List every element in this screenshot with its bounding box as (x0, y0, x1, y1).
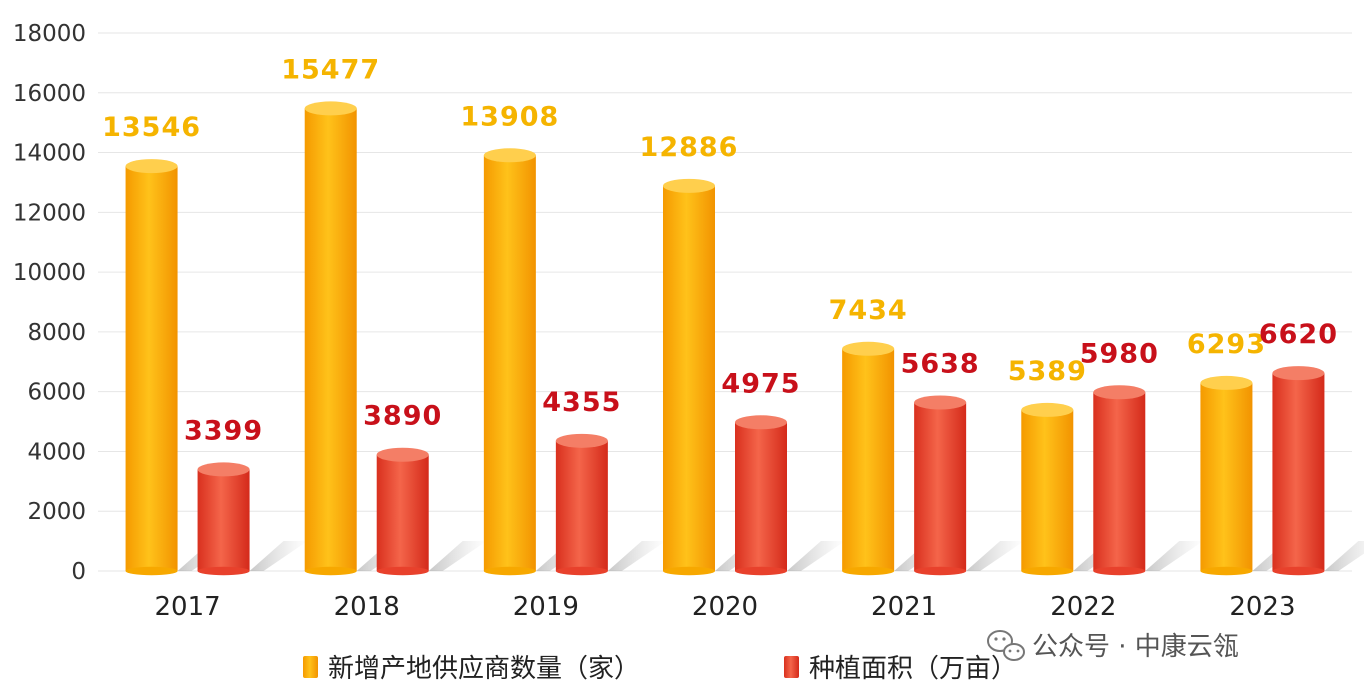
bar-series-2 (376, 454, 429, 571)
bar-series-1 (842, 348, 895, 571)
bar-cap (1093, 385, 1146, 400)
legend-item-series-1: 新增产地供应商数量（家） (303, 654, 640, 684)
data-label-series-2: 5638 (901, 348, 980, 379)
bar-base (663, 566, 715, 576)
bar-base (914, 566, 967, 576)
bar-base (483, 566, 536, 576)
bar-shadow (1324, 541, 1364, 571)
data-label-series-2: 3399 (184, 415, 263, 446)
data-label-series-2: 5980 (1080, 338, 1159, 369)
data-label-series-2: 6620 (1259, 319, 1338, 350)
watermark: 公众号 · 中康云瓴 (987, 630, 1239, 662)
bar-cap (1021, 402, 1074, 417)
data-labels: 13546 3399 15477 3890 13908 4355 12886 4975 7434… (102, 54, 1338, 446)
x-axis: 2017 2018 2019 2020 2021 2022 2023 (154, 592, 1295, 622)
y-tick-label: 6000 (27, 380, 86, 406)
bar-cap (197, 462, 250, 477)
data-label-series-1: 6293 (1187, 329, 1266, 360)
bars (125, 101, 1325, 576)
y-tick-label: 2000 (27, 499, 86, 525)
bar-cap (1272, 366, 1325, 381)
data-label-series-1: 15477 (281, 54, 380, 85)
bar-series-1 (483, 155, 536, 571)
bar-base (842, 566, 895, 576)
bar-series-1 (663, 185, 715, 571)
data-label-series-2: 4975 (721, 368, 800, 399)
x-tick-label: 2023 (1229, 592, 1295, 622)
bar-base (735, 566, 787, 576)
bar-cap (483, 148, 536, 163)
bar-base (125, 566, 178, 576)
data-label-series-2: 4355 (542, 387, 621, 418)
bar-cap (842, 341, 895, 356)
data-label-series-1: 7434 (829, 295, 908, 326)
y-tick-label: 16000 (13, 81, 86, 107)
legend-item-series-2: 种植面积（万亩） (784, 654, 1017, 684)
y-tick-label: 0 (71, 559, 86, 585)
y-axis: 0 2000 4000 6000 8000 10000 12000 14000 16000 180… (13, 21, 86, 585)
bar-base (555, 566, 608, 576)
bar-shadow (966, 541, 1025, 571)
legend-label-series-1: 新增产地供应商数量（家） (328, 654, 640, 684)
bar-shadow (428, 541, 487, 571)
data-label-series-1: 13546 (102, 112, 201, 143)
bar-base (1272, 566, 1325, 576)
y-tick-label: 14000 (13, 141, 86, 167)
bar-cap (1200, 375, 1253, 390)
bar-shadow (249, 541, 308, 571)
x-tick-label: 2021 (871, 592, 937, 622)
bar-series-2 (735, 422, 787, 571)
x-tick-label: 2018 (334, 592, 400, 622)
bar-shadow (1145, 541, 1204, 571)
bar-shadow (607, 541, 666, 571)
x-tick-label: 2019 (513, 592, 579, 622)
data-label-series-1: 12886 (640, 132, 739, 163)
y-tick-label: 8000 (27, 320, 86, 346)
y-tick-label: 18000 (13, 21, 86, 47)
bar-cap (125, 159, 178, 174)
bar-cap (304, 101, 357, 116)
data-label-series-1: 5389 (1008, 356, 1087, 387)
bar-series-2 (555, 440, 608, 571)
bar-base (1021, 566, 1074, 576)
bar-base (376, 566, 429, 576)
x-tick-label: 2017 (154, 592, 220, 622)
watermark-text: 公众号 · 中康云瓴 (1032, 632, 1239, 662)
y-tick-label: 10000 (13, 260, 86, 286)
bar-base (1200, 566, 1253, 576)
bar-base (304, 566, 357, 576)
legend-label-series-2: 种植面积（万亩） (809, 654, 1017, 684)
bar-series-2 (1093, 392, 1146, 571)
wechat-icon (987, 630, 1025, 661)
bar-cap (376, 447, 429, 462)
bar-cap (735, 415, 787, 430)
data-label-series-1: 13908 (460, 101, 559, 132)
bar-cap (663, 178, 715, 193)
grid-lines (98, 32, 1352, 572)
legend-swatch-series-1 (303, 656, 318, 678)
data-label-series-2: 3890 (363, 401, 442, 432)
bar-series-1 (125, 166, 178, 571)
legend: 新增产地供应商数量（家） 种植面积（万亩） (303, 654, 1017, 684)
bar-series-2 (197, 469, 250, 571)
y-tick-label: 4000 (27, 439, 86, 465)
y-tick-label: 12000 (13, 200, 86, 226)
bar-series-1 (1200, 382, 1253, 571)
legend-swatch-series-2 (784, 656, 799, 678)
x-tick-label: 2022 (1050, 592, 1116, 622)
bar-cap (555, 433, 608, 448)
bar-base (197, 566, 250, 576)
bar-series-2 (1272, 373, 1325, 571)
bar-series-2 (914, 402, 967, 571)
bar-series-1 (1021, 409, 1074, 571)
bar-cap (914, 395, 967, 410)
bar-series-1 (304, 108, 357, 571)
bar-base (1093, 566, 1146, 576)
bar-shadow (787, 541, 845, 571)
x-tick-label: 2020 (692, 592, 758, 622)
